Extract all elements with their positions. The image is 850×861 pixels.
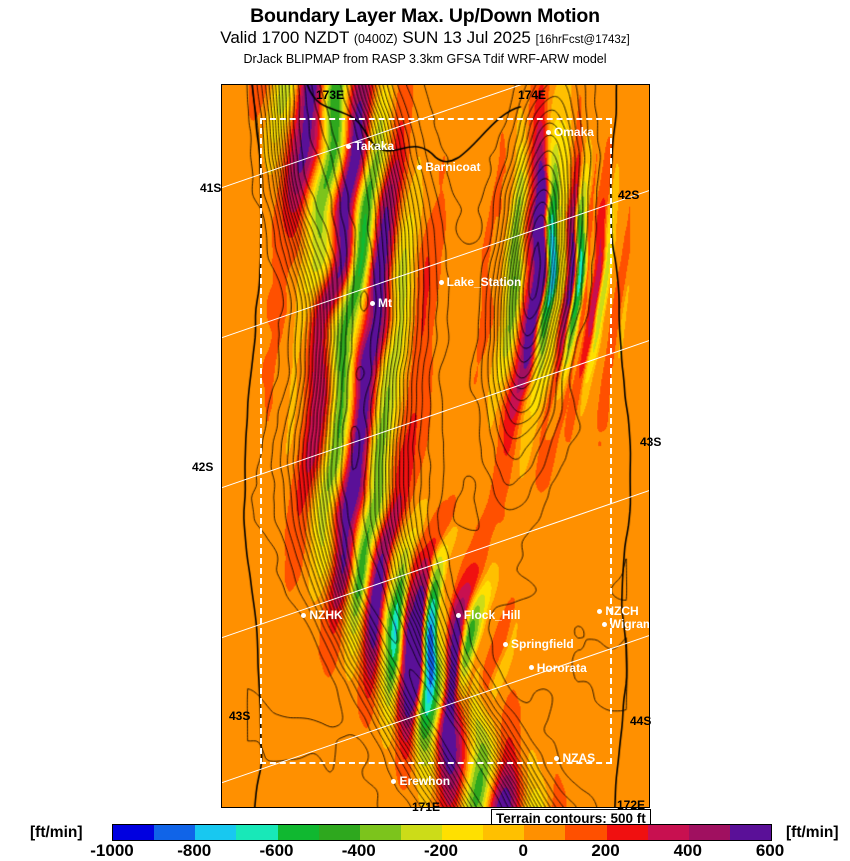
colorbar-swatch-10	[524, 825, 566, 840]
place-label-nzas: NZAS	[554, 751, 595, 765]
place-name-text: Mt	[378, 296, 392, 311]
colorbar-swatch-1	[154, 825, 196, 840]
colorbar-swatch-11	[565, 825, 607, 840]
colorbar-tick-0: 0	[518, 841, 528, 860]
place-name-text: NZCH	[605, 604, 639, 619]
colorbar-swatch-9	[483, 825, 525, 840]
valid-time-utc: (0400Z)	[353, 32, 398, 46]
colorbar-tick-400: 400	[673, 841, 702, 860]
place-name-text: Flock_Hill	[463, 607, 521, 622]
place-name-text: Wigram	[609, 617, 650, 632]
colorbar-swatch-12	[606, 825, 648, 840]
colorbar-tick--1000: -1000	[90, 841, 134, 860]
place-marker-dot	[528, 665, 534, 671]
colorbar-tick--400: -400	[341, 841, 376, 860]
colorbar-swatch-7	[400, 825, 442, 840]
place-marker-dot	[597, 608, 603, 614]
colorbar-swatch-2	[195, 825, 237, 840]
place-marker-dot	[391, 779, 397, 785]
place-marker-dot	[417, 165, 423, 171]
forecast-hour-tag: [16hrFcst@1743z]	[535, 34, 630, 46]
place-label-omaka: Omaka	[545, 124, 594, 139]
place-label-hororata: Hororata	[528, 660, 587, 675]
place-label-wigram: Wigram	[601, 617, 650, 632]
colorbar-tick-200: 200	[591, 841, 620, 860]
latlon-label-44S: 44S	[630, 714, 652, 728]
latlon-label-171E: 171E	[412, 800, 441, 814]
colorbar-tick--800: -800	[177, 841, 212, 860]
place-label-flock_hill: Flock_Hill	[455, 607, 521, 622]
colorbar-swatch-3	[236, 825, 278, 840]
latlon-label-173E: 173E	[316, 88, 345, 102]
map-raster	[222, 85, 649, 807]
colorbar-gradient	[112, 824, 772, 841]
colorbar: [ft/min] -1000 -800 -600 -400 -200 0 200 400 600…	[0, 822, 850, 860]
colorbar-tick-600: 600	[755, 841, 785, 860]
place-name-text: Lake_Station	[446, 275, 522, 290]
place-marker-dot	[370, 301, 375, 307]
colorbar-swatch-5	[318, 825, 360, 840]
place-name-text: Takaka	[354, 139, 395, 154]
place-marker-dot	[502, 642, 508, 648]
colorbar-tick--600: -600	[259, 841, 294, 860]
terrain-contour-note: Terrain contours: 500 ft	[491, 809, 651, 828]
place-marker-dot	[545, 129, 551, 135]
colorbar-unit-right: [ft/min]	[786, 824, 839, 841]
map-plot-area[interactable]: Takaka Omaka Barnicoat Lake_Station Mt NZHK Fl…	[221, 84, 650, 808]
place-marker-dot	[301, 612, 307, 618]
place-label-lake_station: Lake_Station	[438, 275, 522, 290]
colorbar-swatch-14	[688, 825, 730, 840]
latlon-label-174E: 174E	[518, 88, 547, 102]
colorbar-swatch-13	[647, 825, 689, 840]
model-source-line: DrJack BLIPMAP from RASP 3.3km GFSA Tdif…	[243, 52, 607, 66]
latlon-label-43S: 43S	[229, 709, 251, 723]
page-title: Boundary Layer Max. Up/Down Motion	[250, 5, 600, 27]
place-label-nzhk: NZHK	[301, 607, 343, 622]
latlon-label-172E: 172E	[617, 798, 646, 812]
title-block: Boundary Layer Max. Up/Down Motion Valid…	[0, 0, 850, 67]
place-name-text: Barnicoat	[425, 160, 481, 175]
latlon-label-41S: 41S	[200, 181, 222, 195]
place-name-text: NZAS	[562, 751, 596, 766]
colorbar-swatch-4	[277, 825, 319, 840]
place-name-text: Omaka	[553, 124, 594, 139]
place-label-takaka: Takaka	[346, 139, 394, 153]
valid-time: Valid 1700 NZDT	[220, 28, 350, 47]
place-name-text: Erewhon	[399, 774, 451, 789]
colorbar-swatch-15	[729, 825, 771, 840]
place-marker-dot	[455, 612, 461, 618]
place-label-erewhon: Erewhon	[391, 774, 450, 788]
colorbar-swatch-0	[113, 825, 155, 840]
place-marker-dot	[346, 144, 352, 150]
place-label-mt: Mt	[370, 296, 392, 310]
place-label-barnicoat: Barnicoat	[417, 160, 481, 175]
colorbar-swatch-8	[442, 825, 484, 840]
colorbar-tick--200: -200	[423, 841, 459, 860]
place-label-springfield: Springfield	[502, 637, 574, 652]
place-marker-dot	[438, 280, 444, 286]
place-label-nzch: NZCH	[597, 604, 639, 619]
place-name-text: Springfield	[510, 637, 574, 652]
latlon-label-42S: 42S	[192, 460, 214, 474]
place-marker-dot	[601, 621, 607, 627]
valid-date: SUN 13 Jul 2025	[402, 28, 531, 47]
latlon-label-43S: 43S	[640, 435, 662, 449]
valid-time-line: Valid 1700 NZDT (0400Z) SUN 13 Jul 2025 …	[0, 27, 850, 51]
colorbar-unit-left: [ft/min]	[30, 824, 83, 841]
colorbar-tick-labels: -1000 -800 -600 -400 -200 0 200 400 600	[90, 841, 784, 861]
place-marker-dot	[554, 755, 560, 761]
place-name-text: Hororata	[536, 660, 587, 675]
latlon-label-42S: 42S	[618, 188, 640, 202]
colorbar-swatch-6	[359, 825, 401, 840]
place-name-text: NZHK	[309, 607, 343, 622]
